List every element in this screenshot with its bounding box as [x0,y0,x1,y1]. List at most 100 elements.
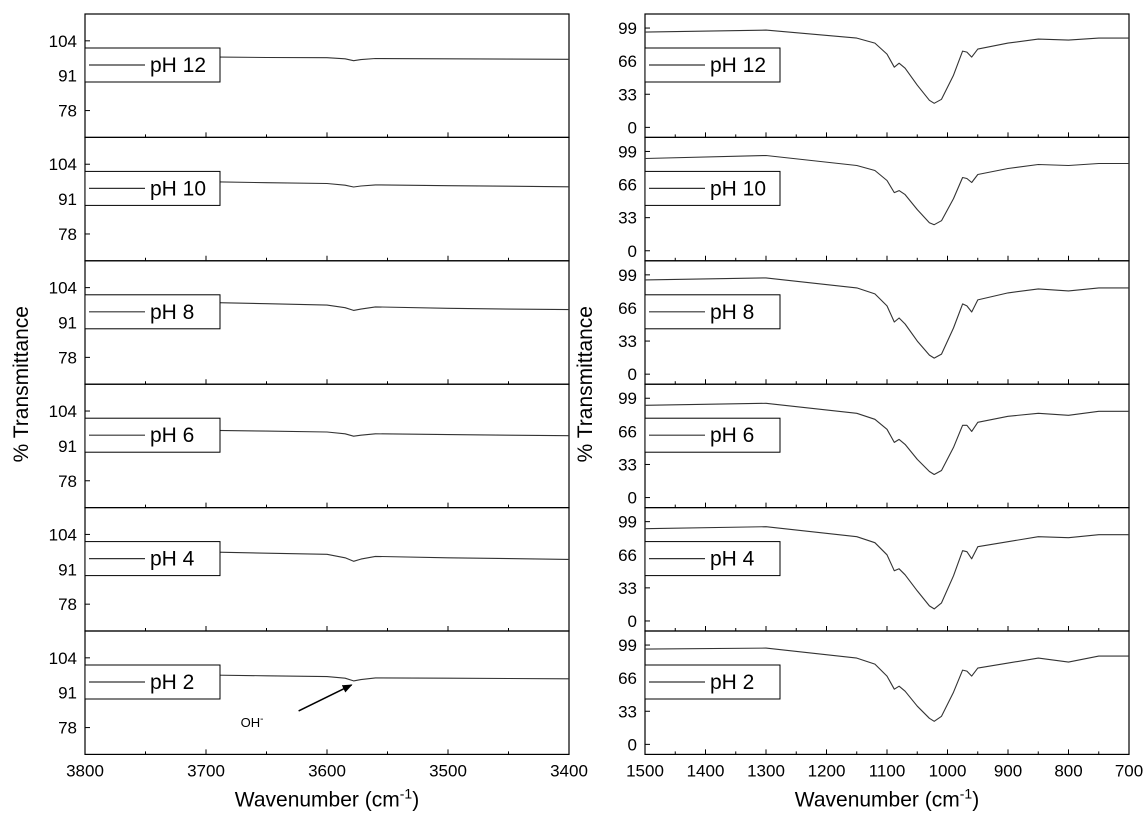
panel-ph-2: 99 66 33 0 pH 2 [618,630,1130,756]
series-line [644,647,1129,722]
panel-ph-6: 99 66 33 0 pH 6 [618,383,1130,509]
x-tick-label: 3600 [308,761,346,780]
y-tick-label: 33 [618,85,637,104]
y-tick-label: 99 [618,636,637,655]
x-tick-label: 1500 [626,761,664,780]
y-tick-label: 91 [58,560,77,579]
y-tick-label: 91 [58,314,77,333]
y-tick-label: 104 [49,402,77,421]
annotation-label: OH- [241,714,264,730]
y-tick-label: 104 [49,525,77,544]
x-tick-label: 700 [1115,761,1143,780]
legend-label: pH 12 [150,54,206,77]
x-tick-label: 1100 [869,761,906,780]
y-tick-label: 78 [58,348,77,367]
panel-ph-8: 104 91 78 pH 8 [49,260,570,385]
panel-ph-12: 104 91 78 pH 12 [49,13,570,139]
y-tick-label: 91 [58,437,77,456]
legend-label: pH 4 [710,548,755,571]
x-axis-title: Wavenumber (cm-1) [235,785,419,811]
series-line [205,551,570,562]
y-tick-label: 33 [618,455,637,474]
panel-ph-10: 104 91 78 pH 10 [49,136,570,262]
series-line [644,154,1129,226]
legend-box [84,541,221,577]
charts-root: 104 91 78 pH 12 104 91 78 pH 10 104 91 78 pH 8 104 91… [10,13,1143,811]
y-tick-label: 78 [58,472,77,491]
y-tick-label: 66 [618,422,637,441]
annotation-arrow [298,684,353,712]
y-tick-label: 66 [618,299,637,318]
series-line [205,674,570,682]
x-axis-title: Wavenumber (cm-1) [795,785,979,811]
x-tick-label: 1000 [929,761,967,780]
y-tick-label: 78 [58,595,77,614]
x-tick-label: 800 [1054,761,1082,780]
panel-ph-12: 99 66 33 0 pH 12 [618,13,1130,139]
panel-ph-10: 99 66 33 0 pH 10 [618,136,1130,262]
x-tick-label: 3400 [550,761,588,780]
legend-label: pH 6 [710,424,754,447]
legend-label: pH 2 [710,671,754,694]
y-tick-label: 78 [58,102,77,121]
y-tick-label: 91 [58,67,77,86]
chart-right: 99 66 33 0 pH 12 99 66 33 0 pH 10 99 66 33 0 pH 8 99 66 3… [574,13,1143,811]
x-tick-label: 1200 [808,761,846,780]
y-tick-label: 0 [628,612,637,631]
legend-box [644,294,781,330]
y-tick-label: 104 [49,649,77,668]
legend-label: pH 8 [710,301,754,324]
legend-box [644,47,781,83]
y-tick-label: 78 [58,225,77,244]
panel-ph-8: 99 66 33 0 pH 8 [618,260,1130,385]
legend-label: pH 10 [710,177,766,200]
y-axis-title: % Transmittance [574,306,597,462]
panel-ph-4: 104 91 78 pH 4 [49,507,570,632]
y-tick-label: 66 [618,669,637,688]
legend-label: pH 4 [150,548,195,571]
y-tick-label: 78 [58,719,77,738]
panel-ph-6: 104 91 78 pH 6 [49,383,570,509]
y-tick-label: 104 [49,32,77,51]
y-tick-label: 104 [49,155,77,174]
series-line [205,181,570,188]
series-line [644,526,1129,610]
y-tick-label: 0 [628,365,637,384]
series-line [644,402,1129,476]
y-tick-label: 99 [618,389,637,408]
y-tick-label: 0 [628,118,637,137]
panel-ph-4: 99 66 33 0 pH 4 [618,507,1130,632]
y-tick-label: 66 [618,546,637,565]
legend-label: pH 10 [150,177,206,200]
y-tick-label: 99 [618,266,637,285]
y-tick-label: 33 [618,209,637,228]
legend-label: pH 2 [150,671,194,694]
y-tick-label: 91 [58,684,77,703]
y-tick-label: 33 [618,332,637,351]
y-tick-label: 0 [628,489,637,508]
y-tick-label: 66 [618,176,637,195]
y-tick-label: 91 [58,190,77,209]
legend-label: pH 6 [150,424,194,447]
y-tick-label: 99 [618,19,637,38]
legend-label: pH 12 [710,54,766,77]
x-tick-label: 3700 [187,761,225,780]
x-tick-label: 1300 [747,761,785,780]
x-tick-label: 3800 [66,761,104,780]
chart-left: 104 91 78 pH 12 104 91 78 pH 10 104 91 78 pH 8 104 91… [10,13,588,811]
series-line [644,29,1129,104]
panel-ph-2: 104 91 78 pH 2 OH- [49,630,570,756]
y-tick-label: 66 [618,52,637,71]
x-tick-label: 1400 [687,761,725,780]
y-tick-label: 99 [618,513,637,532]
legend-label: pH 8 [150,301,194,324]
series-line [644,277,1129,359]
y-tick-label: 33 [618,702,637,721]
series-line [205,301,570,311]
y-tick-label: 0 [628,242,637,261]
x-tick-label: 900 [994,761,1022,780]
y-tick-label: 33 [618,579,637,598]
y-tick-label: 0 [628,735,637,754]
y-tick-label: 99 [618,142,637,161]
